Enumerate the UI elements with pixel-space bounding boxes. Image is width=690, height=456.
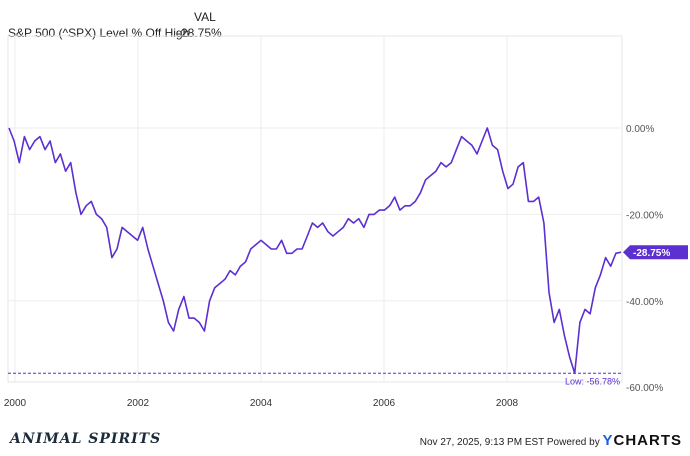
animal-spirits-logo: ANIMAL SPIRITS — [10, 431, 162, 447]
x-tick-label: 2002 — [127, 398, 150, 409]
y-tick-label: -60.00% — [626, 383, 663, 394]
x-tick-label: 2004 — [250, 398, 273, 409]
ycharts-logo[interactable]: YCHARTS — [602, 432, 682, 449]
last-value-badge — [623, 245, 688, 260]
y-tick-label: 0.00% — [626, 124, 654, 135]
footer-credit: Nov 27, 2025, 9:13 PM EST Powered by YCH… — [420, 432, 682, 449]
x-tick-label: 2008 — [496, 398, 519, 409]
powered-by: Powered by — [546, 437, 600, 448]
timestamp: Nov 27, 2025, 9:13 PM EST — [419, 437, 545, 448]
plot-border — [7, 35, 623, 383]
x-tick-label: 2000 — [4, 398, 27, 409]
y-tick-label: -20.00% — [626, 210, 663, 221]
col-label: VAL — [194, 10, 216, 24]
line-chart: 2000 2002 2004 2006 2008 0.00% -20.00% -40.00% -… — [4, 35, 688, 409]
y-tick-label: -40.00% — [626, 297, 663, 308]
last-value-label: -28.75% — [633, 248, 670, 259]
low-label: Low: -56.78% — [565, 376, 620, 386]
x-tick-label: 2006 — [373, 398, 396, 409]
series-line — [8, 127, 622, 375]
